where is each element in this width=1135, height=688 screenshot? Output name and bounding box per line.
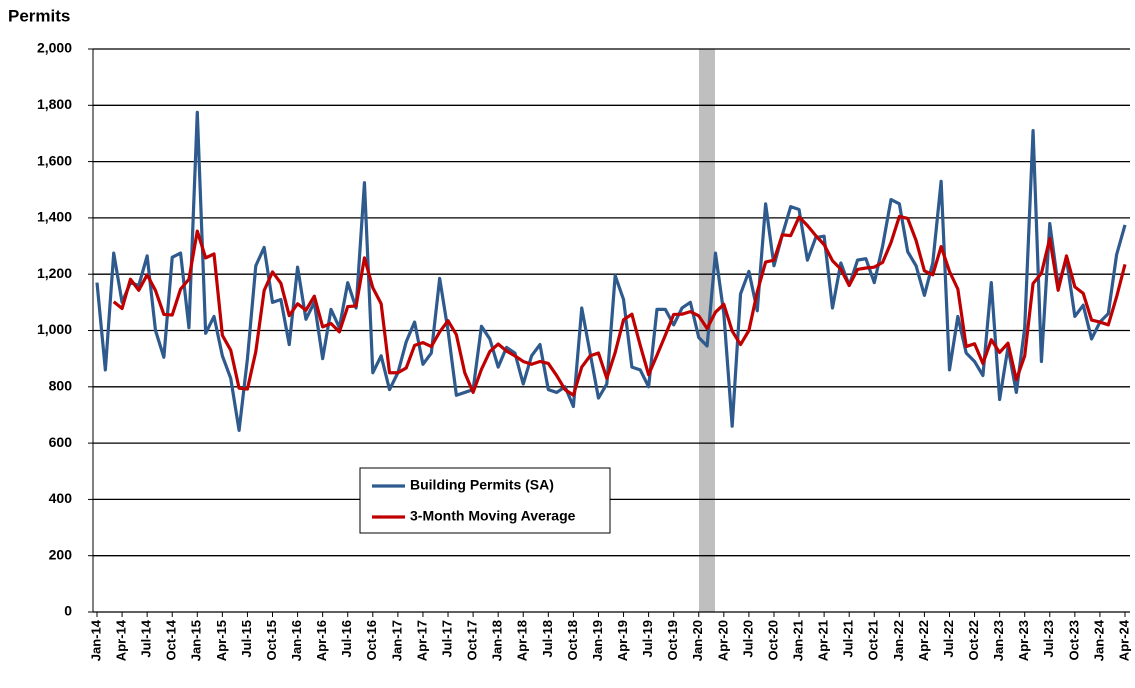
x-tick-label: Apr-19 — [615, 620, 630, 661]
y-tick-label: 600 — [49, 434, 73, 450]
y-tick-label: 1,800 — [37, 96, 72, 112]
x-tick-label: Apr-18 — [515, 620, 530, 661]
x-tick-label: Jan-17 — [389, 620, 404, 661]
y-tick-label: 200 — [49, 546, 73, 562]
x-tick-label: Apr-24 — [1116, 619, 1131, 661]
x-tick-label: Oct-23 — [1066, 620, 1081, 660]
x-tick-label: Apr-22 — [916, 620, 931, 661]
x-tick-label: Jan-24 — [1091, 619, 1106, 661]
x-tick-label: Apr-21 — [816, 620, 831, 661]
x-tick-label: Apr-20 — [715, 620, 730, 661]
x-tick-label: Apr-16 — [314, 620, 329, 661]
x-tick-label: Oct-21 — [866, 620, 881, 660]
legend-label: Building Permits (SA) — [410, 477, 554, 493]
x-tick-label: Jul-14 — [139, 619, 154, 657]
x-tick-label: Apr-23 — [1016, 620, 1031, 661]
x-tick-label: Oct-15 — [264, 620, 279, 660]
x-tick-label: Jan-20 — [690, 620, 705, 661]
x-tick-label: Jul-23 — [1041, 620, 1056, 658]
x-tick-label: Jul-17 — [439, 620, 454, 658]
y-tick-label: 1,400 — [37, 209, 72, 225]
y-tick-label: 400 — [49, 490, 73, 506]
x-tick-label: Jan-14 — [88, 619, 103, 661]
x-tick-label: Jul-21 — [841, 620, 856, 658]
x-tick-label: Oct-18 — [565, 620, 580, 660]
x-tick-label: Jul-19 — [640, 620, 655, 658]
x-tick-label: Oct-22 — [966, 620, 981, 660]
x-tick-label: Jan-19 — [590, 620, 605, 661]
y-tick-label: 800 — [49, 378, 73, 394]
y-tick-label: 2,000 — [37, 40, 72, 56]
series-line — [112, 214, 1127, 397]
x-tick-label: Jan-18 — [490, 620, 505, 661]
x-tick-label: Jan-23 — [991, 620, 1006, 661]
legend-label: 3-Month Moving Average — [410, 508, 576, 524]
x-tick-label: Oct-14 — [164, 619, 179, 660]
legend-box — [359, 467, 611, 534]
x-tick-label: Apr-14 — [114, 619, 129, 661]
x-tick-label: Jul-20 — [740, 620, 755, 658]
y-tick-label: 1,600 — [37, 152, 72, 168]
x-tick-label: Oct-20 — [765, 620, 780, 660]
legend: Building Permits (SA) 3-Month Moving Aver… — [359, 467, 611, 534]
x-tick-label: Jan-16 — [289, 620, 304, 661]
x-tick-label: Jan-15 — [189, 620, 204, 661]
x-tick-label: Oct-17 — [465, 620, 480, 660]
x-tick-label: Jul-22 — [941, 620, 956, 658]
x-tick-label: Oct-19 — [665, 620, 680, 660]
x-tick-label: Jul-16 — [339, 620, 354, 658]
x-tick-label: Jan-21 — [790, 620, 805, 661]
y-tick-label: 0 — [64, 603, 72, 619]
y-tick-label: 1,000 — [37, 321, 72, 337]
x-tick-label: Jan-22 — [891, 620, 906, 661]
x-tick-label: Oct-16 — [364, 620, 379, 660]
x-tick-label: Jul-15 — [239, 620, 254, 658]
series-line — [95, 110, 1127, 433]
x-tick-label: Apr-17 — [414, 620, 429, 661]
x-tick-label: Apr-15 — [214, 620, 229, 661]
x-tick-label: Jul-18 — [540, 620, 555, 658]
y-axis-title: Permits — [8, 6, 70, 25]
y-tick-label: 1,200 — [37, 265, 72, 281]
